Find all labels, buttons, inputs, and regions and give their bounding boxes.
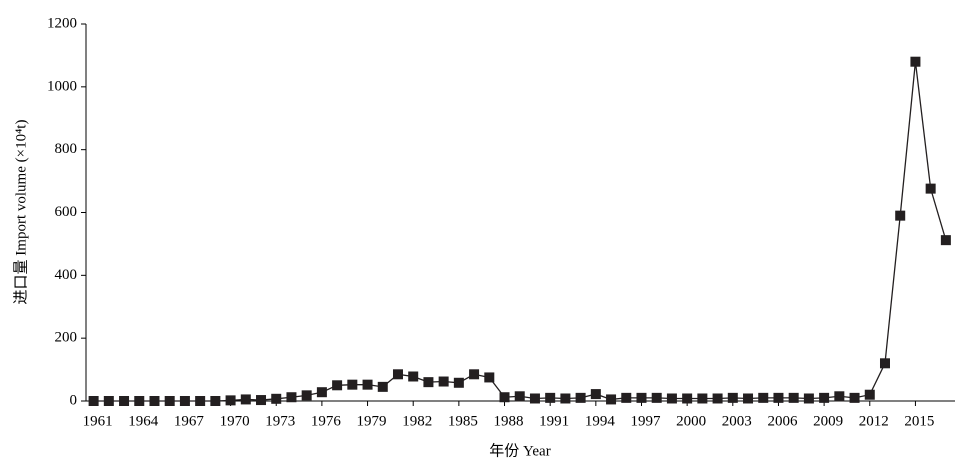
- x-tick-label: 2009: [813, 413, 843, 429]
- x-tick-label: 2006: [767, 413, 798, 429]
- data-point: [119, 396, 130, 406]
- data-point: [529, 393, 540, 404]
- data-point: [316, 387, 327, 398]
- data-point: [575, 392, 586, 403]
- data-point: [560, 393, 571, 404]
- data-point: [453, 377, 464, 388]
- data-point: [164, 396, 175, 406]
- data-point: [682, 393, 693, 404]
- data-point: [743, 393, 754, 404]
- data-point: [484, 372, 495, 383]
- data-point: [301, 390, 312, 401]
- x-tick-label: 1982: [402, 413, 432, 429]
- y-tick-label: 800: [55, 141, 78, 157]
- data-point: [606, 394, 617, 405]
- data-point: [788, 392, 799, 403]
- data-point: [773, 392, 784, 403]
- y-tick-label: 0: [70, 392, 78, 408]
- data-point: [545, 392, 556, 403]
- data-point: [940, 235, 951, 246]
- data-point: [834, 391, 845, 402]
- data-point: [636, 392, 647, 403]
- x-tick-label: 2012: [859, 413, 889, 429]
- data-point: [879, 358, 890, 369]
- y-axis-label: 进口量 Import volume (×10⁴t): [12, 120, 29, 305]
- data-point: [88, 396, 99, 406]
- data-line: [93, 61, 947, 402]
- data-point: [514, 391, 525, 402]
- data-point: [621, 392, 632, 403]
- data-point: [438, 376, 449, 387]
- data-point: [651, 392, 662, 403]
- data-point: [286, 392, 297, 403]
- data-point: [210, 396, 221, 406]
- data-point: [392, 369, 403, 380]
- data-point: [423, 377, 434, 388]
- x-tick-label: 1964: [128, 413, 159, 429]
- data-point: [469, 369, 480, 380]
- data-point: [256, 395, 267, 406]
- data-point: [666, 393, 677, 404]
- data-point: [195, 396, 206, 406]
- data-point: [697, 393, 708, 404]
- x-tick-label: 1976: [311, 413, 342, 429]
- data-point: [499, 392, 510, 403]
- data-point: [347, 379, 358, 390]
- data-point: [910, 56, 921, 67]
- data-point: [408, 371, 419, 382]
- data-point: [590, 389, 601, 400]
- data-point: [362, 379, 373, 390]
- x-tick-label: 1985: [448, 413, 478, 429]
- data-point: [712, 393, 723, 404]
- x-tick-label: 2000: [676, 413, 706, 429]
- x-tick-label: 1997: [630, 413, 661, 429]
- y-tick-label: 1000: [47, 78, 77, 94]
- data-point: [179, 396, 190, 406]
- x-tick-label: 1967: [174, 413, 205, 429]
- x-tick-label: 1991: [539, 413, 569, 429]
- data-point: [240, 394, 251, 405]
- y-tick-label: 400: [55, 267, 78, 283]
- data-point: [225, 395, 236, 406]
- data-point: [925, 183, 936, 194]
- data-point: [864, 389, 875, 400]
- data-point: [758, 392, 769, 403]
- x-tick-label: 1988: [494, 413, 524, 429]
- data-point: [819, 392, 830, 403]
- data-point: [103, 396, 114, 406]
- data-point: [727, 392, 738, 403]
- data-point: [134, 396, 145, 406]
- y-tick-label: 600: [55, 204, 78, 220]
- y-tick-label: 1200: [47, 15, 77, 31]
- data-point: [271, 393, 282, 404]
- x-tick-label: 1994: [585, 413, 616, 429]
- x-tick-label: 1961: [83, 413, 113, 429]
- data-point: [377, 381, 388, 392]
- data-point: [332, 380, 343, 391]
- y-tick-label: 200: [55, 330, 78, 346]
- x-tick-label: 2003: [722, 413, 752, 429]
- data-point: [803, 393, 814, 404]
- x-axis-label: 年份 Year: [489, 442, 550, 459]
- x-tick-label: 2015: [904, 413, 934, 429]
- data-point: [895, 210, 906, 221]
- x-tick-label: 1979: [357, 413, 387, 429]
- data-point: [849, 392, 860, 403]
- x-tick-label: 1973: [265, 413, 295, 429]
- data-point: [149, 396, 160, 406]
- x-tick-label: 1970: [220, 413, 250, 429]
